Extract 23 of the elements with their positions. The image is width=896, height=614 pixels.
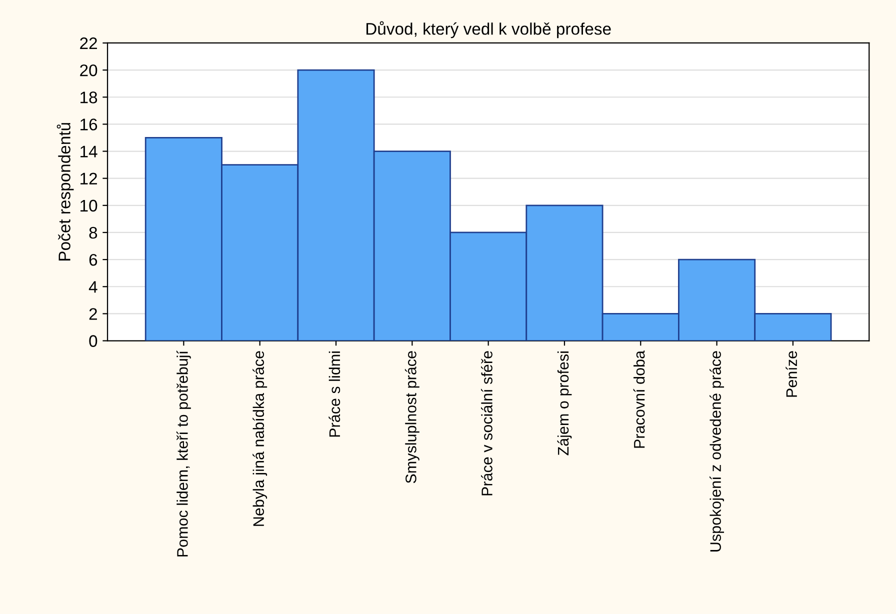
y-tick-label: 4	[88, 281, 98, 293]
y-tick-label: 18	[80, 92, 98, 104]
y-tick-label: 8	[89, 226, 98, 239]
x-tick-label: Práce v sociální sféře	[481, 351, 492, 496]
y-tick-label: 6	[89, 254, 98, 266]
x-tick-label: Peníze	[786, 351, 798, 397]
y-tick-label: 0	[89, 335, 98, 347]
x-tick-label: Smysluplnost práce	[404, 351, 420, 484]
y-tick-label: 16	[80, 118, 98, 130]
y-tick-label: 2	[89, 308, 97, 320]
y-axis-title: Počet respondentů	[56, 123, 74, 260]
y-tick-label: 12	[80, 172, 97, 184]
x-tick-label: Pracovní doba	[633, 350, 645, 448]
x-tick-label: Zájem o profesi	[557, 352, 572, 456]
y-tick-label: 14	[80, 146, 98, 158]
y-tick-label: 10	[80, 200, 98, 212]
x-tick-label: Pomoc lidem, kteří to potřebují	[176, 350, 191, 556]
x-tick-label: Práce s lidmi	[328, 352, 340, 437]
y-tick-label: 22	[80, 37, 97, 50]
x-tick-label: Nebyla jiná nabídka práce	[252, 351, 268, 526]
chart-title: Důvod, který vedl k volbě profese	[366, 21, 611, 38]
y-tick-label: 20	[80, 64, 98, 76]
x-tick-label: Uspokojení z odvedené práce	[710, 351, 724, 552]
